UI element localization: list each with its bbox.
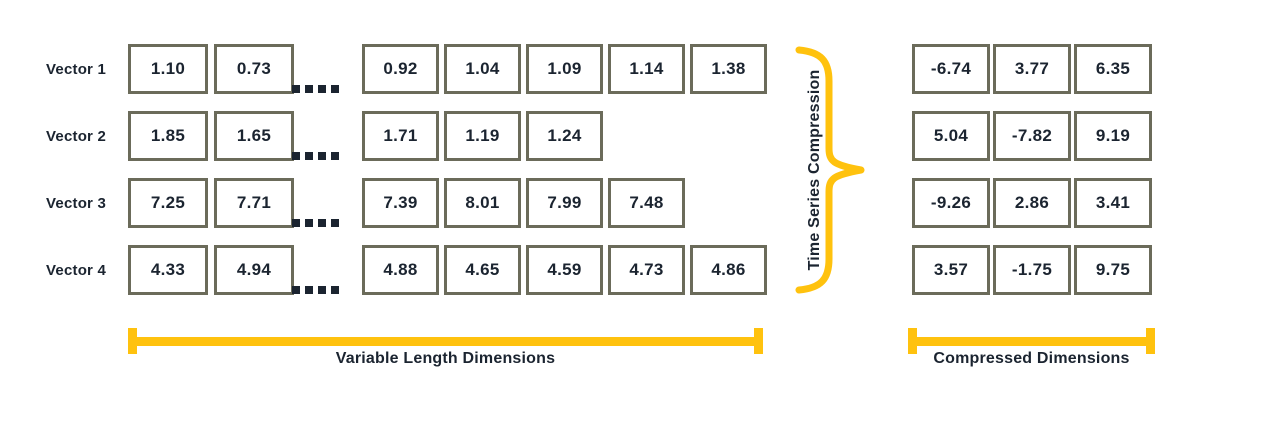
matrix-cell: -9.26 (912, 178, 990, 228)
matrix-cell: 2.86 (993, 178, 1071, 228)
matrix-cell: 1.19 (444, 111, 521, 161)
compressed-label: Compressed Dimensions (933, 350, 1130, 367)
dot (318, 219, 326, 227)
dot (292, 286, 300, 294)
matrix-cell: 1.65 (214, 111, 294, 161)
compressed-cells: 3.57 -1.75 9.75 (912, 245, 1152, 295)
tail-cells: 7.39 8.01 7.99 7.48 (362, 178, 685, 228)
matrix-cell: 1.04 (444, 44, 521, 94)
variable-length-label: Variable Length Dimensions (335, 350, 556, 367)
matrix-cell: 3.77 (993, 44, 1071, 94)
dot (331, 219, 339, 227)
dot (292, 219, 300, 227)
vector-label: Vector 3 (46, 194, 106, 212)
tail-cells: 4.88 4.65 4.59 4.73 4.86 (362, 245, 767, 295)
matrix-cell: 9.19 (1074, 111, 1152, 161)
matrix-cell: 0.92 (362, 44, 439, 94)
vector-label: Vector 1 (46, 60, 106, 78)
dot (331, 152, 339, 160)
dot (318, 286, 326, 294)
head-cells: 4.33 4.94 (128, 245, 294, 295)
dot (305, 286, 313, 294)
matrix-cell: 7.25 (128, 178, 208, 228)
matrix-cell: 1.38 (690, 44, 767, 94)
matrix-cell: 4.88 (362, 245, 439, 295)
dot (305, 152, 313, 160)
matrix-cell: -7.82 (993, 111, 1071, 161)
brace-label: Time Series Compression (806, 69, 823, 271)
tail-cells: 1.71 1.19 1.24 (362, 111, 603, 161)
vector-label: Vector 2 (46, 127, 106, 145)
dot (292, 152, 300, 160)
matrix-cell: 1.14 (608, 44, 685, 94)
compressed-cells: 5.04 -7.82 9.19 (912, 111, 1152, 161)
matrix-cell: 1.24 (526, 111, 603, 161)
compressed-cells: -9.26 2.86 3.41 (912, 178, 1152, 228)
compressed-cells: -6.74 3.77 6.35 (912, 44, 1152, 94)
compressed-bracket (908, 328, 1155, 354)
matrix-cell: 7.99 (526, 178, 603, 228)
dot (331, 85, 339, 93)
matrix-cell: 1.10 (128, 44, 208, 94)
matrix-cell: 4.33 (128, 245, 208, 295)
dot (318, 85, 326, 93)
matrix-cell: -6.74 (912, 44, 990, 94)
matrix-cell: 3.41 (1074, 178, 1152, 228)
matrix-cell: 4.65 (444, 245, 521, 295)
curly-brace (795, 46, 865, 294)
dot (305, 85, 313, 93)
matrix-cell: 1.09 (526, 44, 603, 94)
bracket-bar (908, 337, 1155, 346)
bracket-end-cap (754, 328, 763, 354)
dot (331, 286, 339, 294)
bracket-bar (128, 337, 763, 346)
dot (292, 85, 300, 93)
matrix-cell: 5.04 (912, 111, 990, 161)
head-cells: 1.85 1.65 (128, 111, 294, 161)
ellipsis-dots-icon (292, 286, 339, 294)
tail-cells: 0.92 1.04 1.09 1.14 1.38 (362, 44, 767, 94)
matrix-cell: 4.86 (690, 245, 767, 295)
matrix-cell: 9.75 (1074, 245, 1152, 295)
matrix-cell: 8.01 (444, 178, 521, 228)
head-cells: 7.25 7.71 (128, 178, 294, 228)
matrix-cell: 4.59 (526, 245, 603, 295)
matrix-cell: 7.39 (362, 178, 439, 228)
matrix-cell: 4.73 (608, 245, 685, 295)
matrix-cell: -1.75 (993, 245, 1071, 295)
vector-label: Vector 4 (46, 261, 106, 279)
matrix-cell: 0.73 (214, 44, 294, 94)
bracket-end-cap (1146, 328, 1155, 354)
head-cells: 1.10 0.73 (128, 44, 294, 94)
ellipsis-dots-icon (292, 85, 339, 93)
matrix-cell: 7.71 (214, 178, 294, 228)
matrix-cell: 1.71 (362, 111, 439, 161)
dot (305, 219, 313, 227)
matrix-cell: 4.94 (214, 245, 294, 295)
dot (318, 152, 326, 160)
matrix-cell: 3.57 (912, 245, 990, 295)
ellipsis-dots-icon (292, 152, 339, 160)
variable-length-bracket (128, 328, 763, 354)
matrix-cell: 6.35 (1074, 44, 1152, 94)
ellipsis-dots-icon (292, 219, 339, 227)
matrix-cell: 1.85 (128, 111, 208, 161)
matrix-cell: 7.48 (608, 178, 685, 228)
